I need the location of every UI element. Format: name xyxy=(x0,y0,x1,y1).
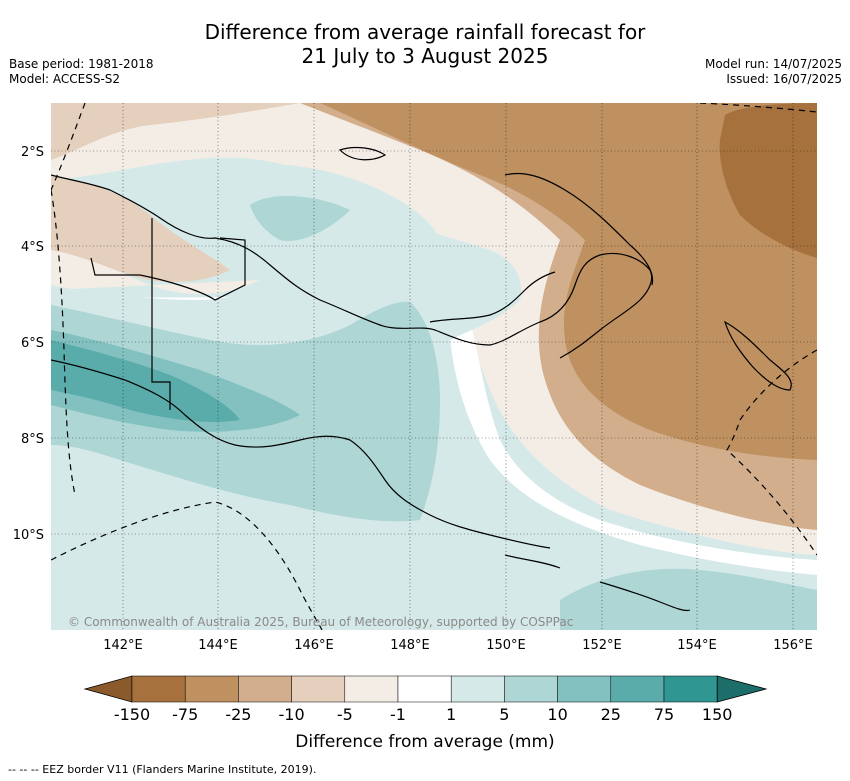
latitude-labels: 2°S 4°S 6°S 8°S 10°S xyxy=(13,145,44,543)
colorbar-tick-label: -25 xyxy=(225,705,251,724)
colorbar-tick-label: 75 xyxy=(654,705,674,724)
eez-border-east xyxy=(726,349,817,556)
meta-right: Model run: 14/07/2025 Issued: 16/07/2025 xyxy=(705,57,842,87)
eez-border-north xyxy=(51,103,86,191)
coastline-new-guinea-south xyxy=(51,359,551,549)
lon-label: 142°E xyxy=(103,638,143,653)
border-png-indonesia xyxy=(151,218,171,410)
colorbar-swatch xyxy=(397,675,452,703)
colorbar-swatch xyxy=(238,675,292,703)
coastline-manus xyxy=(338,146,387,161)
lon-label: 150°E xyxy=(486,638,526,653)
copyright-notice: © Commonwealth of Australia 2025, Bureau… xyxy=(68,615,573,629)
border-indonesia-province xyxy=(90,237,246,301)
base-period: Base period: 1981-2018 xyxy=(9,57,154,71)
anomaly-band-dry-10-west xyxy=(51,103,300,282)
map-title: Difference from average rainfall forecas… xyxy=(0,20,850,68)
coastline-bougainville xyxy=(723,320,792,391)
colorbar-swatch xyxy=(610,675,665,703)
graticule xyxy=(51,103,817,630)
lon-label: 156°E xyxy=(773,638,813,653)
lat-label: 2°S xyxy=(21,145,44,160)
coastline-new-guinea-north xyxy=(51,174,653,359)
lon-label: 146°E xyxy=(294,638,334,653)
issued-date: Issued: 16/07/2025 xyxy=(726,72,842,86)
model-run: Model run: 14/07/2025 xyxy=(704,57,842,71)
colorbar-tick-label: -10 xyxy=(279,705,305,724)
colorbar-swatch xyxy=(184,675,239,703)
coastline-new-ireland xyxy=(504,172,654,286)
lat-label: 4°S xyxy=(21,240,44,255)
colorbar-tick-label: 1 xyxy=(446,705,456,724)
anomaly-band-wet-25 xyxy=(51,340,240,422)
colorbar-tick-label: 25 xyxy=(601,705,621,724)
colorbar-swatch xyxy=(344,675,399,703)
colorbar-swatch xyxy=(663,675,718,703)
lon-label: 152°E xyxy=(582,638,622,653)
anomaly-band-wet-5 xyxy=(51,195,817,630)
lon-label: 154°E xyxy=(677,638,717,653)
colorbar-tick-label: 5 xyxy=(499,705,509,724)
model-name: Model: ACCESS-S2 xyxy=(9,72,121,86)
title-line-1: Difference from average rainfall forecas… xyxy=(204,20,646,44)
rainfall-anomaly-field xyxy=(51,103,817,630)
lat-label: 6°S xyxy=(21,336,44,351)
lat-label: 10°S xyxy=(13,528,44,543)
eez-borders xyxy=(51,103,817,630)
title-line-2: 21 July to 3 August 2025 xyxy=(301,44,549,68)
coastline-new-britain xyxy=(429,271,556,323)
colorbar-swatch xyxy=(131,675,186,703)
colorbar-title: Difference from average (mm) xyxy=(295,732,554,752)
colorbar-tick-label: -1 xyxy=(390,705,406,724)
colorbar-extend-high xyxy=(716,675,768,703)
coastlines xyxy=(51,146,792,612)
anomaly-band-dry-150 xyxy=(719,103,817,258)
lon-label: 144°E xyxy=(198,638,238,653)
lon-label: 148°E xyxy=(390,638,430,653)
eez-border-south xyxy=(51,501,323,630)
colorbar-extend-low xyxy=(83,675,133,703)
colorbar-tick-label: 10 xyxy=(547,705,567,724)
meta-left: Base period: 1981-2018 Model: ACCESS-S2 xyxy=(9,57,154,87)
colorbar-tick-label: -150 xyxy=(114,705,150,724)
colorbar-tick-label: 150 xyxy=(702,705,733,724)
longitude-labels: 142°E 144°E 146°E 148°E 150°E 152°E 154°E 156°E xyxy=(103,638,813,653)
colorbar: -150 -75 -25 -10 -5 -1 1 5 10 25 75 150 xyxy=(83,675,768,724)
eez-footnote: -- -- -- EEZ border V11 (Flanders Marine… xyxy=(8,763,317,776)
anomaly-band-dry-75 xyxy=(320,103,817,460)
eez-border-northeast xyxy=(699,103,817,113)
coastline-southern-islands xyxy=(504,554,691,612)
lat-label: 8°S xyxy=(21,432,44,447)
colorbar-swatch xyxy=(557,675,612,703)
colorbar-tick-label: -5 xyxy=(337,705,353,724)
colorbar-swatch xyxy=(450,675,505,703)
colorbar-swatch xyxy=(504,675,558,703)
colorbar-tick-label: -75 xyxy=(172,705,198,724)
forecast-map: 2°S 4°S 6°S 8°S 10°S 142°E 144°E 146°E 148°E 150… xyxy=(13,103,817,752)
colorbar-swatch xyxy=(291,675,346,703)
